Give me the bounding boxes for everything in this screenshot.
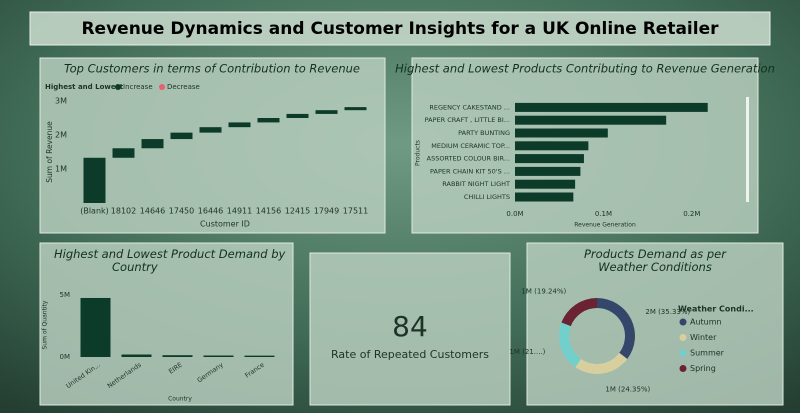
y-tick-label: REGENCY CAKESTAND ... — [429, 103, 510, 111]
legend-label: Summer — [690, 349, 725, 358]
bar — [515, 154, 584, 164]
data-label: 2M (35.33%) — [645, 308, 690, 316]
chart-title: Top Customers in terms of Contribution t… — [64, 62, 360, 76]
y-axis-label: Sum of Quantity — [42, 300, 49, 349]
legend-dot — [159, 84, 165, 90]
legend-dot — [679, 349, 687, 357]
y-tick-label: 1M — [55, 165, 67, 174]
bar — [162, 355, 193, 357]
y-tick-label: MEDIUM CERAMIC TOP... — [431, 142, 510, 150]
bar — [80, 297, 111, 357]
y-tick-label: ASSORTED COLOUR BIR... — [427, 155, 510, 163]
bar — [203, 355, 234, 357]
x-tick-label: 17450 — [169, 207, 194, 216]
x-tick-label: 17511 — [343, 207, 368, 216]
x-axis-label: Revenue Generation — [574, 222, 636, 229]
bar — [515, 141, 589, 151]
bar — [112, 148, 135, 158]
legend-label: Decrease — [167, 83, 200, 91]
chart-title: Highest and Lowest Products Contributing… — [395, 62, 775, 76]
data-label: 1M (21....) — [509, 348, 545, 356]
legend-label: Increase — [123, 83, 153, 91]
card-value: 84 — [392, 310, 428, 343]
x-tick-label: 18102 — [111, 207, 136, 216]
x-axis-label: Country — [168, 396, 192, 403]
chart-title: Highest and Lowest Product Demand by Coun… — [54, 247, 286, 274]
y-tick-label: PAPER CHAIN KIT 50'S ... — [430, 167, 510, 175]
bar — [515, 102, 708, 112]
y-tick-label: PARTY BUNTING — [458, 129, 510, 137]
bar — [83, 157, 106, 203]
y-tick-label: CHILLI LIGHTS — [464, 193, 510, 201]
x-tick-label: 14646 — [140, 207, 165, 216]
y-tick-label: 2M — [55, 131, 67, 140]
bar — [141, 139, 164, 149]
legend-label: Spring — [690, 364, 716, 373]
x-axis-label: Customer ID — [200, 220, 250, 229]
legend-dot — [115, 84, 121, 90]
bar — [515, 166, 581, 176]
bar — [515, 179, 576, 189]
bar — [515, 192, 574, 202]
title-box — [29, 11, 771, 46]
x-tick-label: 14911 — [227, 207, 252, 216]
bar — [286, 113, 309, 118]
legend-dot — [679, 334, 687, 341]
data-label: 1M (19.24%) — [521, 288, 566, 296]
x-tick-label: (Blank) — [80, 207, 109, 216]
y-tick-label: 3M — [55, 97, 67, 106]
bar — [344, 107, 367, 111]
bar — [121, 354, 152, 357]
x-tick-label: 0.2M — [683, 210, 700, 218]
panel — [309, 252, 511, 406]
y-axis-label: Sum of Revenue — [45, 121, 54, 183]
y-axis-label: Products — [415, 140, 422, 166]
y-tick-label: RABBIT NIGHT LIGHT — [442, 180, 510, 188]
y-tick-label: 0M — [60, 353, 71, 361]
bar — [170, 132, 193, 140]
donut-slice — [561, 298, 597, 327]
bar — [515, 128, 608, 138]
bar — [199, 127, 222, 133]
legend-title: Highest and Lowest — [45, 83, 124, 91]
chart-title: Products Demand as per Weather Conditions — [584, 247, 727, 274]
scrollbar — [746, 97, 749, 202]
x-tick-label: 12415 — [285, 207, 310, 216]
donut-slice — [559, 322, 582, 368]
x-tick-label: 14156 — [256, 207, 281, 216]
data-label: 1M (24.35%) — [605, 385, 650, 393]
bar — [257, 118, 280, 123]
legend-dot — [679, 318, 687, 326]
dashboard-title: Revenue Dynamics and Customer Insights f… — [81, 19, 719, 39]
legend-label: Winter — [690, 333, 717, 342]
x-tick-label: 0.1M — [595, 210, 612, 218]
legend-dot — [679, 365, 687, 372]
bar — [315, 110, 338, 114]
donut-slice — [597, 298, 635, 359]
panel — [39, 57, 386, 234]
card-label: Rate of Repeated Customers — [331, 348, 489, 361]
legend-title: Weather Condi... — [678, 305, 754, 314]
legend-label: Autumn — [690, 318, 722, 327]
x-tick-label: 0.0M — [506, 210, 523, 218]
x-tick-label: 17949 — [314, 207, 339, 216]
y-tick-label: 5M — [60, 291, 71, 299]
bar — [228, 122, 251, 128]
donut-slice — [575, 352, 628, 375]
y-tick-label: PAPER CRAFT , LITTLE BI... — [425, 116, 510, 124]
x-tick-label: 16446 — [198, 207, 223, 216]
bar — [244, 355, 275, 357]
bar — [515, 115, 667, 125]
